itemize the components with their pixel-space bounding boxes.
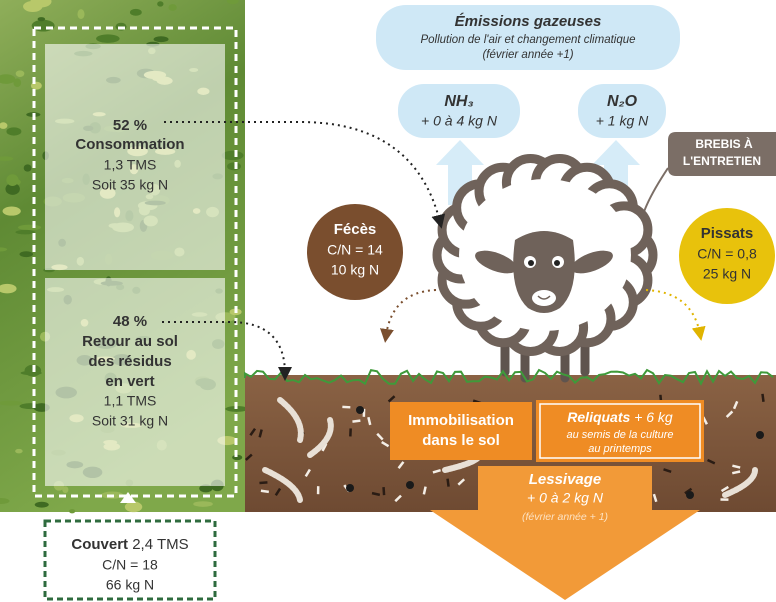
nh3-bubble bbox=[398, 84, 520, 138]
insect bbox=[406, 481, 414, 489]
insect bbox=[346, 484, 354, 492]
soil-bit bbox=[342, 406, 350, 409]
line: Soit 35 kg N bbox=[92, 177, 168, 193]
pissats-label: Pissats bbox=[701, 225, 754, 242]
reliquats-line: au semis de la culture bbox=[567, 429, 674, 441]
feces-arrow bbox=[386, 290, 436, 336]
feces-label: Fécès bbox=[334, 221, 377, 238]
line: 66 kg N bbox=[106, 577, 154, 593]
lessivage-value: + 0 à 2 kg N bbox=[527, 490, 604, 506]
couvert-title: Couvert 2,4 TMS bbox=[71, 536, 188, 553]
label: Reliquats bbox=[567, 409, 630, 425]
n2o-label: N₂O bbox=[607, 93, 638, 110]
value: + 6 kg bbox=[634, 409, 673, 425]
brebis-label: L'ENTRETIEN bbox=[683, 154, 761, 168]
leaf bbox=[96, 34, 120, 42]
insect bbox=[756, 431, 764, 439]
body: 52 % Consommation 1,3 TMS Soit 35 kg N 4… bbox=[0, 0, 776, 602]
leaf bbox=[18, 225, 41, 231]
soil-bit bbox=[317, 486, 320, 494]
pissats-line: C/N = 0,8 bbox=[697, 246, 757, 262]
emissions-title: Émissions gazeuses bbox=[455, 13, 602, 30]
lessivage-date: (février année + 1) bbox=[522, 511, 608, 523]
emissions-subtitle: Pollution de l'air et changement climati… bbox=[420, 34, 635, 46]
leaf bbox=[69, 509, 75, 513]
pissats-line: 25 kg N bbox=[703, 266, 751, 282]
nh3-label: NH₃ bbox=[444, 93, 473, 110]
leaf bbox=[154, 36, 169, 42]
leaf bbox=[77, 9, 84, 19]
line: 1,1 TMS bbox=[104, 393, 157, 409]
line: 1,3 TMS bbox=[104, 157, 157, 173]
leaf bbox=[19, 251, 33, 257]
leaf bbox=[157, 1, 163, 6]
value: 2,4 TMS bbox=[132, 536, 188, 553]
leaf bbox=[13, 78, 21, 87]
line: C/N = 18 bbox=[102, 557, 158, 573]
label: Retour au sol bbox=[82, 333, 178, 350]
brebis-label: BREBIS À bbox=[695, 136, 753, 151]
diagram: 52 % Consommation 1,3 TMS Soit 35 kg N 4… bbox=[0, 0, 776, 602]
leaf bbox=[168, 4, 176, 11]
feces-line: 10 kg N bbox=[331, 262, 379, 278]
leaf bbox=[38, 17, 45, 21]
soil-bit bbox=[720, 498, 728, 501]
leaf bbox=[6, 174, 18, 186]
leaf bbox=[15, 230, 35, 235]
insect bbox=[686, 491, 694, 499]
label: en vert bbox=[105, 373, 154, 390]
label: Couvert bbox=[71, 536, 128, 553]
leaf bbox=[35, 502, 49, 508]
nh3-value: + 0 à 4 kg N bbox=[421, 113, 498, 129]
label: Consommation bbox=[75, 136, 184, 153]
feces-line: C/N = 14 bbox=[327, 242, 383, 258]
reliquats-title: Reliquats + 6 kg bbox=[567, 409, 673, 425]
leaf bbox=[125, 502, 142, 513]
emissions-date: (février année +1) bbox=[482, 49, 573, 61]
line: Soit 31 kg N bbox=[92, 413, 168, 429]
leaf bbox=[3, 206, 21, 215]
leaf bbox=[15, 449, 22, 454]
lessivage-label: Lessivage bbox=[529, 471, 602, 488]
n2o-value: + 1 kg N bbox=[596, 113, 649, 129]
page: Brebis à l'entretien {"emissions": {"tit… bbox=[0, 0, 776, 602]
immobilisation-label: dans le sol bbox=[422, 432, 500, 449]
leaf bbox=[227, 162, 241, 170]
leaf bbox=[16, 70, 25, 77]
insect bbox=[356, 406, 364, 414]
leaf bbox=[193, 501, 213, 507]
immobilisation-label: Immobilisation bbox=[408, 412, 514, 429]
percent: 48 % bbox=[113, 313, 147, 330]
leaf bbox=[24, 164, 32, 171]
percent: 52 % bbox=[113, 117, 147, 134]
n2o-bubble bbox=[578, 84, 666, 138]
pissats-arrow bbox=[646, 290, 700, 334]
leaf bbox=[23, 1, 42, 12]
leaf bbox=[6, 127, 21, 135]
soil-bit bbox=[349, 428, 352, 436]
leaf bbox=[130, 9, 142, 16]
reliquats-line: au printemps bbox=[588, 443, 652, 455]
label: des résidus bbox=[88, 353, 171, 370]
